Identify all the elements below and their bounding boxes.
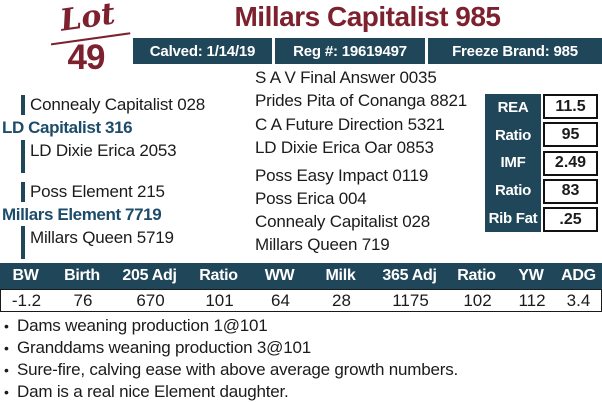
calved-date: Calved: 1/14/19 xyxy=(133,38,272,64)
carcass-value: 83 xyxy=(543,178,598,204)
performance-header: WW xyxy=(264,267,295,284)
carcass-label-column: REA Ratio IMF Ratio Rib Fat xyxy=(485,94,541,232)
list-item: • Dams weaning production 1@101 xyxy=(4,315,598,337)
performance-header: YW xyxy=(518,267,544,284)
bullet-icon: • xyxy=(4,340,9,356)
lot-number: 49 xyxy=(67,38,106,77)
pedigree-bracket xyxy=(21,226,25,259)
info-bar: Calved: 1/14/19 Reg #: 19619497 Freeze B… xyxy=(133,38,602,64)
performance-value: 1175 xyxy=(392,290,429,310)
sire-of-sire: Connealy Capitalist 028 xyxy=(30,95,205,114)
pedigree-ancestor: C A Future Direction 5321 xyxy=(255,115,445,134)
carcass-value: 2.49 xyxy=(543,150,598,176)
performance-value: 76 xyxy=(73,290,93,310)
performance-header: Ratio xyxy=(199,267,238,284)
carcass-label: Rib Fat xyxy=(488,209,538,227)
carcass-label: IMF xyxy=(500,154,526,172)
bullet-icon: • xyxy=(4,384,9,400)
carcass-table: REA Ratio IMF Ratio Rib Fat 11.5 95 2.49… xyxy=(485,94,599,232)
performance-header: BW xyxy=(12,267,39,284)
performance-value: 112 xyxy=(518,290,546,310)
dam-name: Millars Element 7719 xyxy=(2,205,162,224)
dam-of-dam: Millars Queen 5719 xyxy=(30,228,174,247)
pedigree-ancestor: Poss Easy Impact 0119 xyxy=(255,166,429,185)
note-text: Sure-fire, calving ease with above avera… xyxy=(17,360,459,379)
bullet-icon: • xyxy=(4,362,9,378)
performance-header: 365 Adj xyxy=(382,267,437,284)
performance-header: Milk xyxy=(325,267,356,284)
carcass-label: Ratio xyxy=(494,182,531,200)
carcass-label: REA xyxy=(497,99,529,117)
performance-value: 102 xyxy=(463,290,492,310)
list-item: • Dam is a real nice Element daughter. xyxy=(4,381,598,402)
list-item: • Sure-fire, calving ease with above ave… xyxy=(4,359,598,381)
freeze-brand: Freeze Brand: 985 xyxy=(428,38,602,64)
pedigree-ancestor: Millars Queen 719 xyxy=(255,235,390,254)
note-text: Granddams weaning production 3@101 xyxy=(17,338,311,357)
sire-of-dam: Poss Element 215 xyxy=(30,182,165,201)
pedigree-ancestor: LD Dixie Erica Oar 0853 xyxy=(255,138,434,157)
pedigree-ancestor: Prides Pita of Conanga 8821 xyxy=(255,91,467,110)
registration-number: Reg #: 19619497 xyxy=(275,38,425,64)
performance-value: 101 xyxy=(205,290,234,310)
performance-header: Ratio xyxy=(457,267,496,284)
performance-header-row: BW Birth 205 Adj Ratio WW Milk 365 Adj R… xyxy=(0,263,602,289)
performance-header: Birth xyxy=(64,267,100,284)
carcass-value: .25 xyxy=(543,207,598,232)
note-text: Dams weaning production 1@101 xyxy=(17,316,268,335)
list-item: • Granddams weaning production 3@101 xyxy=(4,337,598,359)
pedigree-ancestor: Connealy Capitalist 028 xyxy=(255,212,430,231)
performance-value: -1.2 xyxy=(11,290,42,310)
carcass-label: Ratio xyxy=(494,126,531,144)
performance-header: ADG xyxy=(561,267,596,284)
note-text: Dam is a real nice Element daughter. xyxy=(17,382,289,401)
pedigree-bracket xyxy=(21,95,25,115)
dam-of-sire: LD Dixie Erica 2053 xyxy=(30,141,177,160)
animal-title: Millars Capitalist 985 xyxy=(234,1,501,32)
performance-value-row: -1.2 76 670 101 64 28 1175 102 112 3.4 xyxy=(0,289,602,312)
pedigree-bracket xyxy=(21,182,25,202)
performance-header: 205 Adj xyxy=(122,267,177,284)
bullet-icon: • xyxy=(4,318,9,334)
carcass-value: 11.5 xyxy=(543,94,598,119)
pedigree-bracket xyxy=(21,140,25,173)
carcass-value: 95 xyxy=(543,122,598,148)
notes-list: • Dams weaning production 1@101 • Grandd… xyxy=(4,315,598,402)
pedigree-ancestor: S A V Final Answer 0035 xyxy=(255,68,437,87)
performance-value: 28 xyxy=(332,290,351,310)
performance-value: 64 xyxy=(271,290,290,310)
pedigree-ancestor: Poss Erica 004 xyxy=(255,189,367,208)
carcass-value-column: 11.5 95 2.49 83 .25 xyxy=(543,94,598,232)
performance-value: 3.4 xyxy=(566,290,591,310)
performance-value: 670 xyxy=(136,290,165,310)
sire-name: LD Capitalist 316 xyxy=(2,118,133,137)
